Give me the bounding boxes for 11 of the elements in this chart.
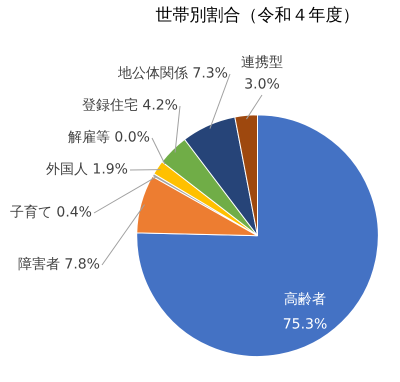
category-label: 解雇等 0.0%: [68, 130, 150, 146]
chart-title: 世帯別割合（令和４年度）: [156, 6, 360, 26]
slice-label: 連携型: [241, 54, 283, 71]
slice-label: 外国人 1.9%: [46, 162, 128, 178]
slice-label: 高齢者: [284, 292, 326, 308]
data-label: 75.3%: [282, 316, 328, 333]
slice-label: 登録住宅 4.2%: [82, 98, 178, 114]
data-label: 3.0%: [244, 76, 280, 93]
slice-label: 地公体関係 7.3%: [116, 66, 228, 82]
slice-label: 障害者 7.8%: [18, 256, 100, 273]
slice-label: 子育て 0.4%: [10, 204, 92, 221]
